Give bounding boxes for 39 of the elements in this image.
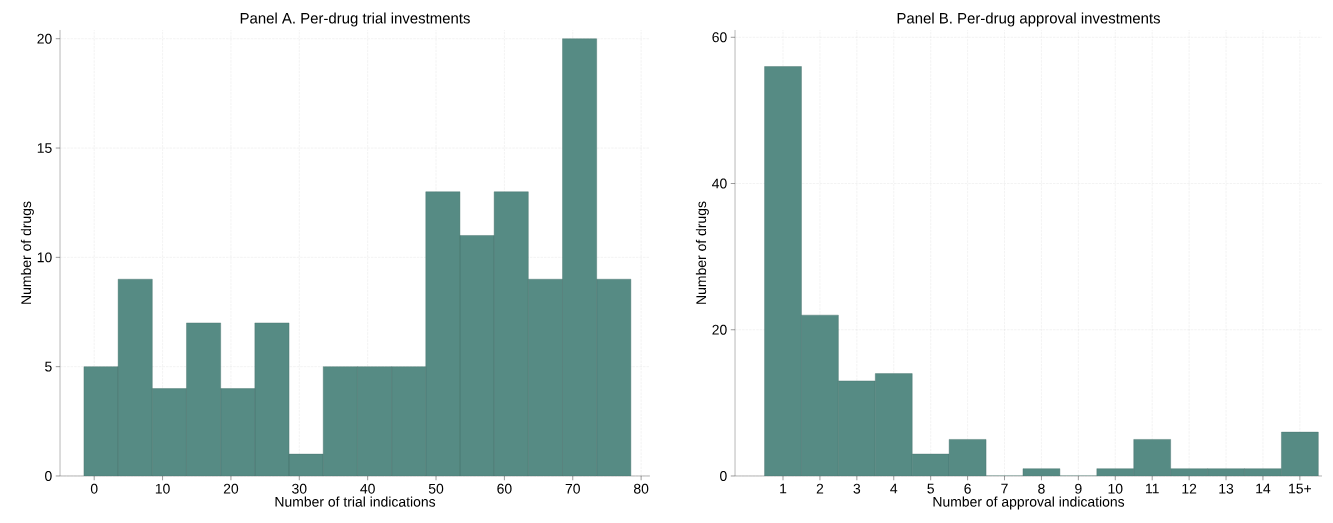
x-tick-label: 11 <box>1146 483 1159 494</box>
x-tick-label: 2 <box>816 483 824 494</box>
x-tick-label: 60 <box>497 483 512 494</box>
y-tick-label: 60 <box>712 32 727 43</box>
y-tick-label: 20 <box>37 33 52 44</box>
x-tick-label: 80 <box>633 483 649 494</box>
x-tick-label: 14 <box>1256 483 1271 494</box>
x-tick-label: 12 <box>1182 483 1197 494</box>
y-tick-label: 0 <box>45 471 52 481</box>
x-tick-label: 3 <box>853 483 861 494</box>
chart-title: Panel A. Per-drug trial investments <box>240 12 470 27</box>
x-axis-title: Number of trial indications <box>275 496 436 507</box>
x-tick-label: 10 <box>1108 483 1123 494</box>
x-tick-label: 20 <box>223 483 239 494</box>
x-tick-label: 0 <box>90 483 98 494</box>
y-tick-label: 0 <box>720 471 727 481</box>
x-tick-label: 40 <box>360 483 375 494</box>
x-tick-label: 1 <box>780 483 787 494</box>
y-axis-title: Number of drugs <box>695 201 709 304</box>
x-axis-title: Number of approval indications <box>933 496 1125 510</box>
x-tick-label: 8 <box>1038 483 1045 494</box>
y-axis-title: Number of drugs <box>20 201 34 304</box>
x-tick-label: 10 <box>155 483 170 494</box>
x-tick-label: 15+ <box>1289 483 1311 494</box>
x-tick-label: 7 <box>1001 483 1008 494</box>
x-tick-label: 13 <box>1219 483 1234 494</box>
y-tick-label: 10 <box>37 252 52 263</box>
y-tick-label: 20 <box>712 324 727 335</box>
y-tick-label: 5 <box>45 361 52 372</box>
y-tick-label: 40 <box>712 178 727 189</box>
x-tick-label: 4 <box>890 483 898 494</box>
x-tick-label: 6 <box>964 483 971 494</box>
chart-title: Panel B. Per-drug approval investments <box>897 12 1160 27</box>
x-tick-label: 5 <box>927 483 934 494</box>
y-tick-label: 15 <box>37 143 52 153</box>
x-tick-label: 9 <box>1075 483 1082 494</box>
x-tick-label: 70 <box>565 483 580 494</box>
x-tick-label: 30 <box>292 483 307 494</box>
x-tick-label: 50 <box>428 483 444 494</box>
